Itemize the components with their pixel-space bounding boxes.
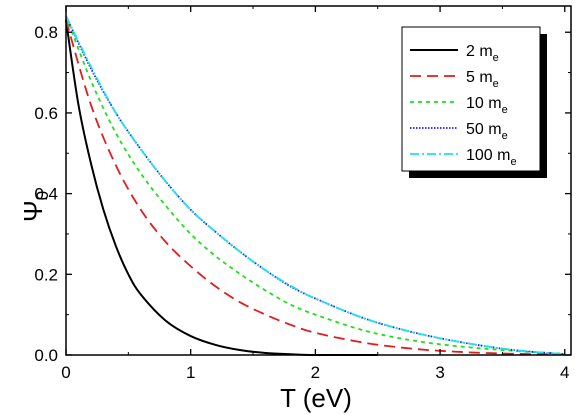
- y-tick-label: 0.8: [34, 23, 58, 42]
- y-tick-label: 0.0: [34, 346, 58, 365]
- y-tick-label: 0.2: [34, 265, 58, 284]
- legend-label: 50 me: [466, 121, 508, 142]
- x-axis-label: T (eV): [280, 383, 352, 413]
- svg-text:Ψ0: Ψ0: [18, 191, 52, 222]
- series-line-4: [65, 15, 565, 356]
- legend-entry: 50 me: [410, 121, 508, 142]
- legend-entry: 2 me: [410, 43, 499, 64]
- legend-entry: 100 me: [410, 147, 517, 168]
- series-line-2: [65, 15, 565, 355]
- y-tick-label: 0.6: [34, 104, 58, 123]
- legend-items: 2 me 5 me 10 me 50 me 100 me: [410, 43, 517, 168]
- x-tick-label: 1: [186, 363, 195, 382]
- y-tick-label: 0.4: [34, 185, 58, 204]
- legend: 2 me 5 me 10 me 50 me 100 me: [401, 26, 547, 178]
- legend-entry: 10 me: [410, 95, 508, 116]
- series-curves: [65, 15, 565, 357]
- x-tick-label: 4: [560, 363, 569, 382]
- axis-ticks: [65, 6, 571, 356]
- x-tick-label: 2: [311, 363, 320, 382]
- x-tick-label: 0: [61, 363, 70, 382]
- plot-frame: [65, 5, 572, 356]
- y-axis-label: Ψ0: [18, 191, 52, 222]
- legend-label: 100 me: [466, 147, 517, 168]
- y-axis-label-main: Ψ: [18, 200, 48, 222]
- legend-label: 5 me: [466, 69, 499, 90]
- series-line-0: [65, 19, 378, 357]
- series-line-1: [65, 19, 565, 356]
- legend-label: 10 me: [466, 95, 508, 116]
- legend-entry: 5 me: [410, 69, 499, 90]
- legend-label: 2 me: [466, 43, 499, 64]
- y-axis-label-sub: 0: [33, 191, 52, 200]
- x-tick-label: 3: [435, 363, 444, 382]
- axis-tick-labels: 0 1 2 3 4 0.0 0.2 0.4 0.6 0.8: [34, 23, 569, 382]
